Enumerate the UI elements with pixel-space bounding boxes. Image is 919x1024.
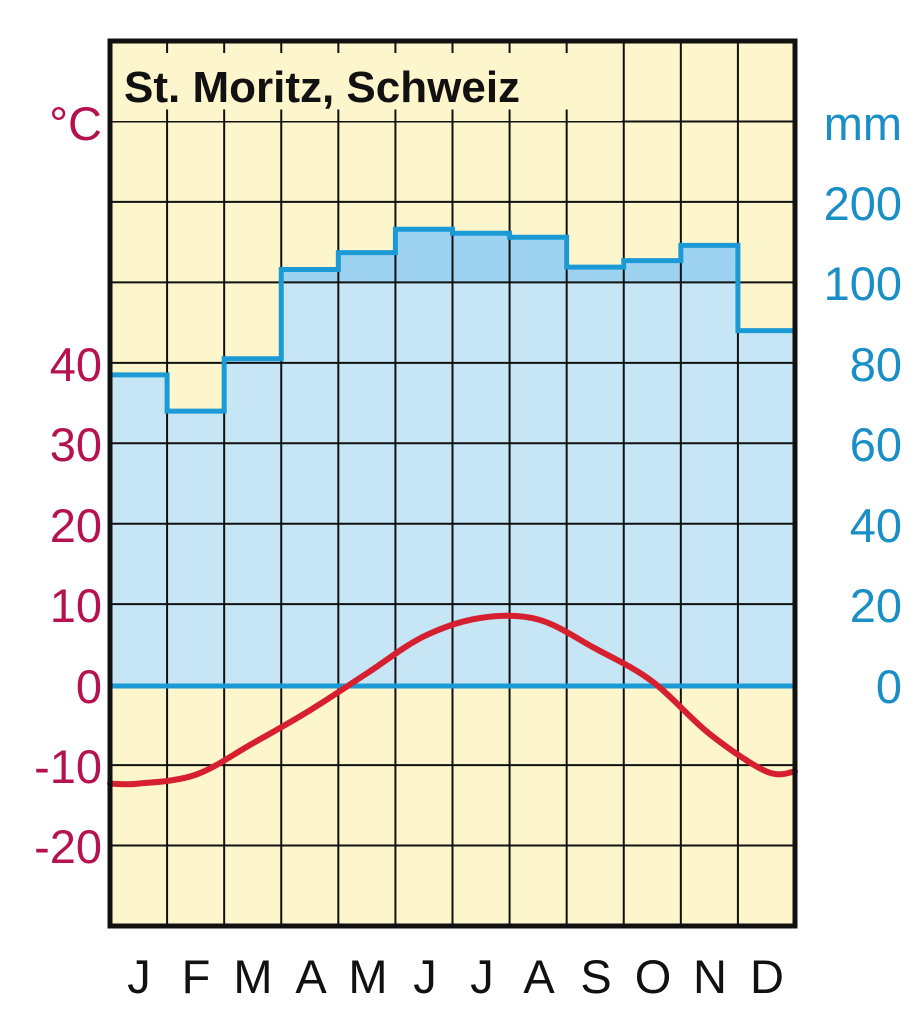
precipitation-bar-excess bbox=[566, 267, 625, 283]
precipitation-bar-excess bbox=[395, 229, 453, 283]
precipitation-bar bbox=[110, 374, 168, 685]
month-label: J bbox=[470, 950, 494, 1003]
precipitation-bar bbox=[737, 330, 796, 685]
x-axis-month-labels: J F M A M J J A S O N D bbox=[127, 950, 784, 1003]
plot-frame bbox=[107, 38, 798, 929]
month-label: M bbox=[348, 950, 387, 1003]
month-label: O bbox=[635, 950, 672, 1003]
month-label: J bbox=[127, 950, 151, 1003]
precipitation-bar-excess bbox=[452, 233, 511, 283]
month-label: F bbox=[182, 950, 211, 1003]
precipitation-bar-excess bbox=[623, 260, 682, 283]
left-axis-tick: 0 bbox=[76, 660, 102, 713]
precipitation-area bbox=[110, 229, 796, 685]
precipitation-bar bbox=[509, 237, 568, 685]
precipitation-bar bbox=[566, 267, 625, 685]
title-box-ticks bbox=[166, 41, 568, 122]
month-label: N bbox=[693, 950, 727, 1003]
right-axis-tick: 80 bbox=[850, 338, 902, 391]
precipitation-bar-excess bbox=[338, 252, 396, 283]
precipitation-bar bbox=[623, 260, 682, 685]
right-axis-tick: 60 bbox=[850, 418, 902, 471]
left-axis-tick: 10 bbox=[50, 579, 102, 632]
left-axis-tick: 30 bbox=[50, 418, 102, 471]
precipitation-line bbox=[110, 226, 795, 414]
month-label: J bbox=[413, 950, 437, 1003]
title-box bbox=[112, 43, 622, 121]
left-axis-tick: 40 bbox=[50, 338, 102, 391]
month-label: S bbox=[580, 950, 611, 1003]
precipitation-bar bbox=[224, 358, 282, 685]
right-axis-tick: 100 bbox=[824, 257, 902, 310]
precipitation-bar-excess bbox=[680, 245, 739, 283]
grid-lines bbox=[110, 41, 795, 926]
precipitation-bar bbox=[395, 229, 453, 685]
left-axis-tick: -20 bbox=[34, 820, 102, 873]
precipitation-bar bbox=[452, 233, 511, 685]
right-axis-tick: 200 bbox=[824, 177, 902, 230]
month-label: M bbox=[233, 950, 272, 1003]
right-axis-tick: 0 bbox=[876, 660, 902, 713]
left-axis-unit: °C bbox=[49, 97, 102, 150]
precipitation-bar-excess bbox=[281, 269, 339, 283]
precipitation-bar bbox=[338, 252, 396, 685]
precipitation-bar bbox=[167, 411, 225, 685]
right-axis-tick: 20 bbox=[850, 579, 902, 632]
left-axis-tick: -10 bbox=[34, 740, 102, 793]
month-label: A bbox=[295, 950, 327, 1003]
chart-title: St. Moritz, Schweiz bbox=[124, 63, 520, 112]
left-axis-tick: 20 bbox=[50, 499, 102, 552]
right-axis-tick: 40 bbox=[850, 499, 902, 552]
precipitation-bar bbox=[281, 269, 339, 685]
right-axis-unit: mm bbox=[824, 97, 902, 150]
temperature-line bbox=[107, 612, 798, 788]
month-label: A bbox=[523, 950, 555, 1003]
precipitation-bar bbox=[680, 245, 739, 685]
month-label: D bbox=[750, 950, 784, 1003]
precipitation-bar-excess bbox=[509, 237, 568, 283]
